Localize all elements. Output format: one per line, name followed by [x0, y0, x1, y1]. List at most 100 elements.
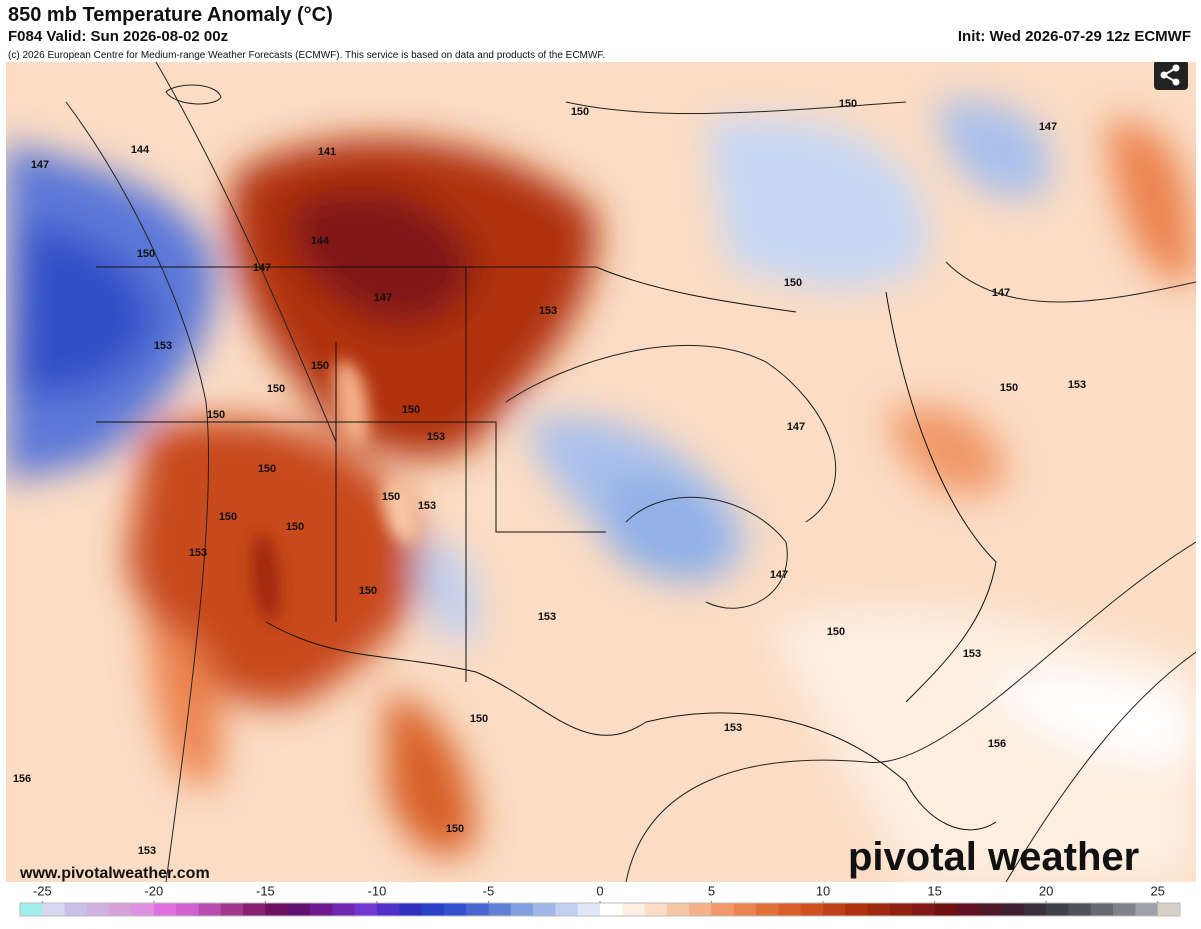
contour-label: 144: [311, 235, 330, 247]
colorbar-swatch: [733, 903, 757, 916]
contour-label: 144: [131, 144, 150, 156]
colorbar-swatch: [577, 903, 601, 916]
colorbar-tick-label: -10: [368, 883, 387, 898]
colorbar-swatch: [867, 903, 891, 916]
contour-label: 150: [137, 248, 155, 260]
colorbar-swatch: [510, 903, 534, 916]
colorbar-swatch: [176, 903, 199, 916]
contour-label: 150: [311, 360, 329, 372]
contours: [65, 62, 1196, 882]
valid-time: F084 Valid: Sun 2026-08-02 00z: [8, 28, 229, 45]
colorbar-tick-label: -15: [256, 883, 275, 898]
colorbar-tick-label: 20: [1039, 883, 1053, 898]
contour-label: 153: [138, 845, 156, 857]
contour-label: 150: [839, 98, 857, 110]
copyright: (c) 2026 European Centre for Medium-rang…: [8, 50, 606, 61]
colorbar-swatch: [756, 903, 779, 916]
colorbar-tick-label: -20: [144, 883, 163, 898]
colorbar-swatch: [1135, 903, 1159, 916]
contour-label: 150: [446, 823, 464, 835]
colorbar-swatch: [890, 903, 913, 916]
contour-label: 150: [470, 713, 488, 725]
colorbar-swatch: [956, 903, 980, 916]
colorbar-tick-label: 15: [927, 883, 941, 898]
borders: [96, 266, 997, 831]
contour-label: 150: [286, 521, 304, 533]
contour-label: 150: [207, 409, 225, 421]
contour-label: 141: [318, 146, 336, 158]
contour-label: 147: [253, 262, 271, 274]
title: 850 mb Temperature Anomaly (°C): [8, 4, 333, 26]
colorbar-swatch: [466, 903, 489, 916]
colorbar-tick-label: 25: [1150, 883, 1164, 898]
colorbar-swatch: [376, 903, 400, 916]
colorbar-tick-label: -5: [483, 883, 495, 898]
contour-label: 156: [13, 773, 31, 785]
colorbar-swatch: [443, 903, 467, 916]
contour-label: 147: [374, 292, 392, 304]
colorbar-swatch: [42, 903, 66, 916]
colorbar-tick-label: 0: [596, 883, 603, 898]
colorbar-swatch: [310, 903, 333, 916]
colorbar-swatch: [622, 903, 646, 916]
share-button-bg[interactable]: [1154, 62, 1188, 90]
colorbar-swatch: [1090, 903, 1114, 916]
contour-label: 156: [988, 738, 1006, 750]
anomaly-field: [6, 100, 1196, 882]
contour-label: 150: [827, 626, 845, 638]
contour-label: 147: [1039, 121, 1057, 133]
map: 147 144 141 150 147 144 147 150 150 147 150 153 153 1…: [6, 62, 1196, 882]
colorbar-swatch: [243, 903, 266, 916]
colorbar-swatch: [1113, 903, 1136, 916]
colorbar-swatch: [421, 903, 445, 916]
contour-label: 147: [787, 421, 805, 433]
contour-label: 150: [258, 463, 276, 475]
contour-label: 150: [402, 404, 420, 416]
contour-label: 150: [382, 491, 400, 503]
contour-label: 147: [992, 287, 1010, 299]
colorbar-swatch: [198, 903, 222, 916]
colorbar-swatch: [533, 903, 556, 916]
colorbar-swatch: [265, 903, 289, 916]
colorbar-swatch: [800, 903, 824, 916]
contour-label: 150: [571, 106, 589, 118]
colorbar-swatch: [823, 903, 846, 916]
colorbar-tick-label: -25: [33, 883, 52, 898]
colorbar-swatch: [354, 903, 378, 916]
contour-label: 150: [1000, 382, 1018, 394]
logo: pivotal weather: [848, 835, 1139, 879]
colorbar-swatch: [912, 903, 936, 916]
colorbar-swatch: [666, 903, 690, 916]
share-button[interactable]: [1154, 62, 1188, 90]
colorbar-swatch: [711, 903, 735, 916]
colorbar-swatch: [131, 903, 155, 916]
contour-label: 153: [538, 611, 556, 623]
contour-label: 153: [189, 547, 207, 559]
colorbar-swatch: [153, 903, 177, 916]
colorbar-tick-label: 5: [708, 883, 715, 898]
contour-label: 153: [724, 722, 742, 734]
colorbar-swatch: [332, 903, 356, 916]
colorbar-tick-label: 10: [816, 883, 830, 898]
anomaly-detail: [252, 360, 419, 622]
colorbar-swatch: [1023, 903, 1047, 916]
colorbar-swatch: [109, 903, 133, 916]
colorbar-swatch: [778, 903, 802, 916]
colorbar-swatch: [600, 903, 623, 916]
contour-label: 150: [359, 585, 377, 597]
colorbar-swatch: [287, 903, 311, 916]
colorbar-swatch: [1157, 903, 1181, 916]
contour-label: 147: [31, 159, 49, 171]
colorbar-swatch: [689, 903, 713, 916]
contour-label: 153: [418, 500, 436, 512]
contour-label: 147: [770, 569, 788, 581]
init-time: Init: Wed 2026-07-29 12z ECMWF: [957, 28, 1191, 45]
contour-label: 150: [219, 511, 237, 523]
website: www.pivotalweather.com: [19, 865, 210, 882]
contour-label: 153: [1068, 379, 1086, 391]
colorbar-swatch: [644, 903, 668, 916]
colorbar-swatch: [1046, 903, 1069, 916]
contour-labels: 147 144 141 150 147 144 147 150 150 147 150 153 153 1…: [13, 98, 1086, 857]
contour-label: 153: [154, 340, 172, 352]
